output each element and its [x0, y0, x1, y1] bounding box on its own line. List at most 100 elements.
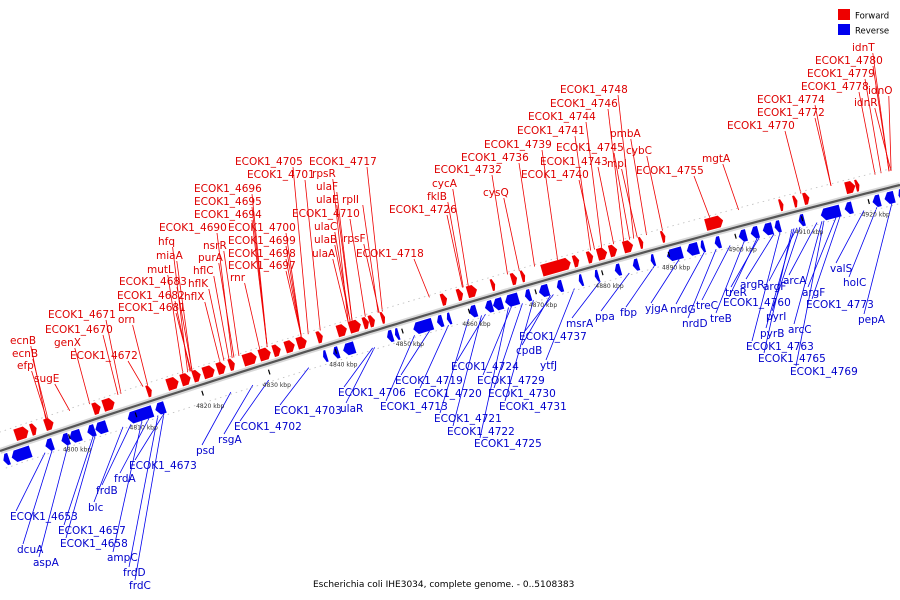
genome-caption: Escherichia coli IHE3034, complete genom… — [313, 580, 574, 590]
forward-leader-line — [176, 260, 193, 371]
forward-gene — [778, 199, 784, 212]
forward-gene-label: ECOK1_4744 — [528, 111, 596, 123]
forward-gene-label: idnT — [852, 42, 875, 54]
scale-tick-label: 4810 kbp — [130, 425, 158, 432]
forward-gene — [659, 230, 666, 243]
reverse-gene-label: nrdD — [682, 318, 708, 330]
reverse-gene-label: argF — [802, 287, 825, 299]
reverse-gene — [750, 225, 761, 239]
forward-gene-label: ECOK1_4741 — [517, 125, 585, 137]
reverse-gene — [493, 297, 505, 311]
forward-gene-label: orn — [118, 314, 135, 326]
reverse-gene-label: msrA — [566, 318, 594, 330]
reverse-leader-line — [279, 367, 310, 406]
forward-gene-label: ECOK1_4690 — [159, 222, 227, 234]
forward-gene-label: idnO — [868, 85, 893, 97]
reverse-leader-line — [452, 315, 482, 427]
forward-gene — [367, 315, 375, 328]
reverse-leader-line — [715, 241, 745, 314]
reverse-gene-label: pepA — [858, 314, 886, 326]
forward-leader-line — [578, 179, 596, 250]
forward-gene-label: rnr — [230, 272, 246, 284]
forward-gene-label: ECOK1_4780 — [815, 55, 883, 67]
reverse-leader-line — [223, 384, 254, 435]
reverse-leader-line — [625, 265, 655, 308]
forward-leader-line — [30, 345, 47, 419]
forward-leader-line — [693, 175, 711, 218]
reverse-gene-label: ECOK1_4653 — [10, 511, 78, 523]
forward-gene-label: cycA — [432, 178, 458, 190]
reverse-gene-label: arcA — [783, 275, 807, 287]
forward-leader-line — [292, 166, 309, 335]
forward-leader-line — [216, 232, 233, 359]
forward-gene — [455, 288, 464, 302]
forward-leader-line — [251, 193, 268, 348]
reverse-gene — [538, 283, 551, 298]
reverse-gene — [700, 240, 707, 253]
forward-gene-label: genX — [54, 337, 81, 349]
forward-gene-label: rplI — [342, 194, 359, 206]
forward-gene-label: mgtA — [702, 153, 731, 165]
reverse-leader-line — [521, 295, 551, 346]
forward-gene-label: ECOK1_4683 — [119, 276, 187, 288]
forward-gene-label: purA — [198, 252, 224, 264]
reverse-gene-label: ECOK1_4773 — [806, 299, 874, 311]
forward-gene-label: ulaC — [314, 221, 337, 233]
forward-leader-line — [208, 288, 225, 361]
forward-gene-label: sugE — [34, 373, 59, 385]
forward-leader-line — [646, 155, 663, 231]
reverse-gene — [87, 424, 97, 437]
forward-gene — [802, 192, 810, 205]
reverse-leader-line — [795, 220, 825, 367]
reverse-gene — [95, 420, 109, 435]
legend: Forward Reverse — [838, 9, 889, 37]
forward-leader-line — [491, 174, 508, 275]
scale-tick — [867, 199, 870, 205]
reverse-gene-label: rsgA — [218, 434, 242, 446]
reverse-gene — [3, 452, 11, 466]
reverse-gene-label: psd — [196, 445, 215, 457]
reverse-gene-label: ECOK1_4720 — [414, 388, 482, 400]
reverse-leader-line — [482, 306, 512, 376]
reverse-leader-line — [400, 330, 430, 376]
forward-gene — [844, 181, 856, 195]
reverse-gene-label: ECOK1_4725 — [474, 438, 542, 450]
forward-leader-line — [102, 334, 119, 395]
forward-gene-label: mutL — [147, 264, 174, 276]
forward-leader-line — [874, 107, 892, 171]
scale-tick-label: 4880 kbp — [595, 283, 623, 290]
reverse-leader-line — [385, 335, 415, 402]
forward-gene-label: ECOK1_4699 — [228, 235, 296, 247]
reverse-leader-line — [835, 210, 865, 264]
reverse-gene-label: ECOK1_4729 — [477, 375, 545, 387]
reverse-gene-label: ECOK1_4722 — [447, 426, 515, 438]
reverse-gene-label: dcuA — [17, 544, 44, 556]
forward-gene — [585, 251, 594, 264]
forward-leader-line — [585, 121, 603, 248]
reverse-gene-label: ECOK1_4658 — [60, 538, 128, 550]
reverse-gene-label: ampC — [107, 552, 138, 564]
reverse-gene — [798, 213, 806, 227]
reverse-gene-label: ECOK1_4760 — [723, 297, 791, 309]
legend-reverse-swatch — [838, 24, 850, 35]
forward-gene — [489, 279, 496, 292]
reverse-leader-line — [38, 444, 69, 558]
forward-gene — [347, 319, 361, 334]
reverse-gene — [556, 279, 565, 293]
reverse-gene — [632, 258, 641, 271]
legend-forward-label: Forward — [855, 12, 889, 22]
scale-tick — [534, 289, 537, 295]
scale-tick — [667, 251, 671, 257]
forward-gene — [201, 365, 215, 380]
forward-gene — [637, 236, 644, 250]
reverse-gene-label: nrdG — [670, 304, 696, 316]
forward-leader-line — [858, 91, 876, 175]
forward-gene — [215, 361, 226, 375]
reverse-leader-line — [751, 232, 781, 342]
forward-gene-label: ECOK1_4748 — [560, 84, 628, 96]
reverse-gene — [387, 329, 395, 343]
reverse-gene — [343, 341, 357, 356]
scale-tick — [267, 369, 271, 375]
reverse-leader-line — [439, 319, 469, 414]
reverse-leader-line — [493, 303, 523, 389]
